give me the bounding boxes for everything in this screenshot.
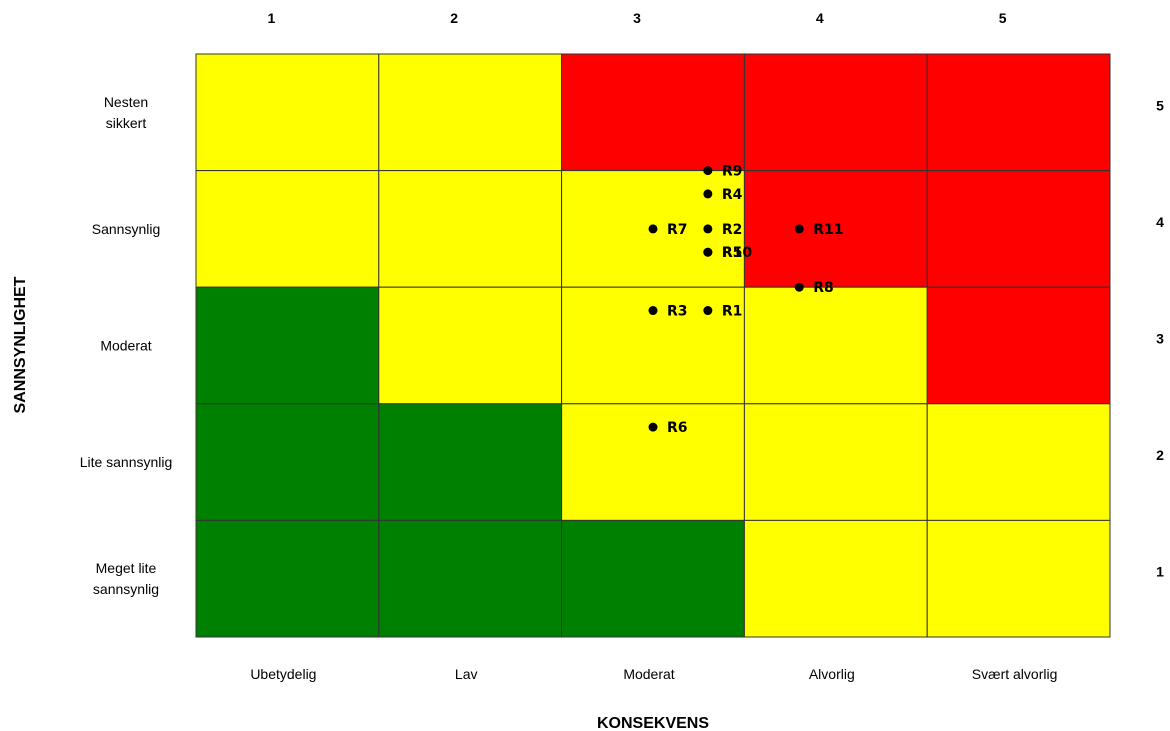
consequence-label: Ubetydelig <box>250 666 316 682</box>
matrix-cell-1-4 <box>743 53 928 172</box>
risk-marker <box>648 422 658 432</box>
probability-label: Nesten sikkert <box>104 94 148 131</box>
matrix-cell-1-3 <box>561 53 745 172</box>
probability-label: Sannsynlig <box>92 221 161 237</box>
matrix-cell-2-2 <box>378 170 563 288</box>
matrix-cell-4-4 <box>743 403 928 521</box>
risk-marker <box>703 247 713 257</box>
matrix-cell-5-4 <box>743 519 928 638</box>
risk-label: R11 <box>813 222 843 238</box>
probability-labels: Nesten sikkert Sannsynlig Moderat Lite sanns… <box>80 94 173 597</box>
risk-marker <box>794 282 804 292</box>
x-axis-title: KONSEKVENS <box>597 715 709 731</box>
matrix-cell-4-3 <box>561 403 745 521</box>
consequence-number: 5 <box>999 10 1007 26</box>
matrix-cell-2-5 <box>926 170 1111 288</box>
consequence-label: Lav <box>455 666 478 682</box>
matrix-cell-2-1 <box>195 170 380 288</box>
risk-marker <box>703 166 713 176</box>
matrix-cell-3-3 <box>561 286 745 405</box>
probability-number: 1 <box>1156 564 1164 580</box>
risk-label: R8 <box>813 280 834 296</box>
risk-marker <box>703 224 713 234</box>
risk-point-r7: R7 <box>648 222 688 238</box>
risk-point-r9: R9 <box>703 164 742 180</box>
matrix-cell-1-2 <box>378 53 563 172</box>
matrix-cell-3-1 <box>195 286 380 405</box>
matrix-cell-3-2 <box>378 286 563 405</box>
probability-number: 2 <box>1156 447 1164 463</box>
risk-point-r2: R2 <box>703 222 742 238</box>
risk-point-r3: R3 <box>648 304 688 320</box>
risk-marker <box>703 306 713 316</box>
matrix-cell-4-5 <box>926 403 1111 521</box>
risk-point-r8: R8 <box>794 280 834 296</box>
matrix-cell-3-4 <box>743 286 928 405</box>
probability-number: 3 <box>1156 331 1164 347</box>
probability-number: 4 <box>1156 214 1164 230</box>
risk-point-r11: R11 <box>794 222 844 238</box>
risk-marker <box>703 189 713 199</box>
matrix-cell-2-4 <box>743 170 928 288</box>
matrix-cell-4-2 <box>378 403 563 521</box>
consequence-number: 4 <box>816 10 824 26</box>
risk-label: R7 <box>667 222 688 238</box>
risk-marker <box>794 224 804 234</box>
matrix-cell-3-5 <box>926 286 1111 405</box>
consequence-label: Moderat <box>623 666 674 682</box>
risk-label: R4 <box>722 187 743 203</box>
matrix-cell-5-5 <box>926 519 1111 638</box>
risk-point-r10: R10 <box>703 245 752 261</box>
matrix-cells <box>195 53 1111 638</box>
consequence-level-numbers: 1 2 3 4 5 <box>268 10 1007 26</box>
risk-label: R10 <box>722 245 753 261</box>
consequence-number: 2 <box>450 10 458 26</box>
probability-label: Moderat <box>100 338 151 354</box>
risk-label: R9 <box>722 164 743 180</box>
risk-label: R5 <box>722 245 743 261</box>
risk-label: R6 <box>667 420 688 436</box>
matrix-cell-1-1 <box>195 53 380 172</box>
consequence-label: Svært alvorlig <box>972 666 1058 682</box>
risk-point-r1: R1 <box>703 304 742 320</box>
matrix-cell-5-3 <box>561 519 745 638</box>
risk-point-r6: R6 <box>648 420 688 436</box>
risk-label: R3 <box>667 304 688 320</box>
consequence-label: Alvorlig <box>809 666 855 682</box>
risk-label: R2 <box>722 222 743 238</box>
probability-label: Lite sannsynlig <box>80 454 173 470</box>
risk-marker <box>648 224 658 234</box>
probability-label: Meget lite sannsynlig <box>93 560 159 597</box>
probability-level-numbers: 5 4 3 2 1 <box>1156 97 1164 579</box>
consequence-number: 1 <box>268 10 276 26</box>
consequence-labels: Ubetydelig Lav Moderat Alvorlig Svært alvorl… <box>250 666 1057 682</box>
consequence-number: 3 <box>633 10 641 26</box>
risk-marker <box>648 306 658 316</box>
probability-number: 5 <box>1156 97 1164 113</box>
risk-label: R1 <box>722 304 743 320</box>
matrix-cell-5-2 <box>378 519 563 638</box>
matrix-cell-1-5 <box>926 53 1111 172</box>
y-axis-title: SANNSYNLIGHET <box>12 276 29 413</box>
matrix-cell-4-1 <box>195 403 380 521</box>
matrix-cell-5-1 <box>195 519 380 638</box>
risk-point-r4: R4 <box>703 187 743 203</box>
